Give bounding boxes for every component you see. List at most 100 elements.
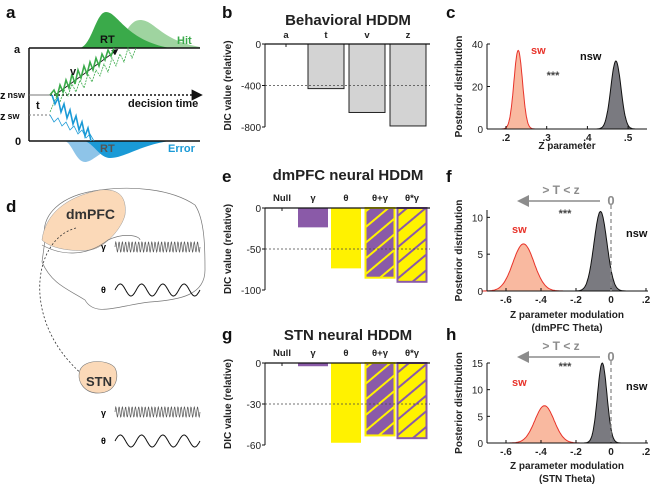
nsw-label: nsw	[626, 228, 648, 240]
ddm-diagram: a 0 z nsw z sw t v decision time RT RT Hit…	[0, 12, 203, 162]
panel-label-b: b	[222, 3, 232, 22]
density-nsw	[583, 362, 622, 444]
error-trace-light	[49, 114, 95, 142]
y-axis-label: DIC value (relative)	[223, 40, 234, 130]
stn-theta-label: θ	[101, 436, 106, 446]
hit-rt-distribution	[80, 12, 170, 48]
x-tick-label: .2	[502, 133, 511, 144]
category-label: γ	[310, 193, 316, 204]
y-tick-label: 0	[477, 287, 483, 298]
nsw-label: nsw	[626, 381, 648, 393]
brain-inner-fold	[41, 235, 141, 254]
boundary-a-label: a	[14, 44, 21, 56]
y-tick-label: 15	[472, 359, 484, 370]
bar-1	[307, 43, 345, 90]
y-tick-label: -400	[241, 82, 261, 93]
bar-2	[348, 43, 386, 113]
stn-theta-wave	[114, 434, 201, 448]
density-nsw	[595, 60, 637, 130]
y-tick-label: 0	[477, 439, 483, 450]
x-tick-label: -.4	[535, 447, 547, 458]
category-label: γ	[310, 348, 316, 359]
category-label: Null	[273, 348, 291, 359]
dmpfc-label: dmPFC	[66, 206, 115, 222]
y-tick-label: -100	[241, 286, 261, 297]
chart-f: Posterior distribution -.6 -.4 -.2 0 .2 0 5 10 Z …	[454, 183, 651, 334]
category-label: θ+γ	[372, 348, 389, 359]
y-tick-label: 0	[477, 125, 483, 136]
category-label: t	[324, 30, 328, 41]
panel-label-h: h	[446, 325, 456, 344]
significance-label: ***	[559, 208, 573, 220]
y-axis-label: DIC value (relative)	[223, 359, 234, 449]
y-tick-label: -60	[247, 441, 262, 452]
y-tick-label: -800	[241, 123, 261, 134]
chart-title: dmPFC neural HDDM	[273, 167, 424, 184]
x-tick-label: .2	[642, 447, 651, 458]
stn-label: STN	[86, 374, 112, 389]
x-axis-label: Z parameter modulation	[510, 310, 624, 321]
density-sw	[501, 49, 536, 130]
zero-annotation: 0	[607, 193, 614, 208]
error-label: Error	[168, 143, 196, 155]
stn-gamma-label: γ	[101, 408, 106, 418]
stn-region	[78, 361, 118, 394]
y-tick-label: 10	[472, 386, 484, 397]
y-tick-label: 0	[255, 40, 261, 51]
category-label: θ*γ	[405, 193, 420, 204]
sw-label: sw	[512, 377, 527, 389]
x-tick-label: 0	[608, 447, 614, 458]
dmpfc-stn-projection-arrow	[39, 227, 94, 383]
density-sw	[506, 405, 583, 444]
chart-title: STN neural HDDM	[284, 327, 412, 344]
z-nsw-label: z nsw	[0, 90, 26, 102]
bar-2	[331, 362, 361, 443]
bar-3	[364, 362, 396, 437]
error-rt-distribution	[85, 141, 170, 158]
category-label: z	[406, 30, 411, 41]
category-label: θ	[343, 193, 348, 204]
density-sw	[481, 243, 566, 292]
x-tick-label: .5	[624, 133, 633, 144]
bar-2	[331, 207, 361, 269]
chart-g: STN neural HDDM DIC value (relative) Null γ…	[223, 327, 430, 452]
y-tick-label: 5	[477, 412, 483, 423]
y-tick-label: 20	[472, 83, 484, 94]
category-label: a	[283, 30, 289, 41]
dmpfc-gamma-label: γ	[101, 242, 106, 252]
y-tick-label: 10	[472, 213, 484, 224]
x-tick-label: .4	[583, 133, 592, 144]
x-axis-label: Z parameter modulation	[510, 461, 624, 472]
y-tick-label: -50	[247, 245, 262, 256]
chart-h: Posterior distribution -.6 -.4 -.2 0 .2 0 5 10 15…	[454, 339, 651, 485]
direction-annotation: > T < z	[542, 339, 579, 353]
y-tick-label: -30	[247, 400, 262, 411]
hit-label: Hit	[177, 35, 192, 47]
x-axis-sublabel: (dmPFC Theta)	[531, 323, 602, 334]
panel-label-c: c	[446, 3, 455, 22]
sw-label: sw	[512, 224, 527, 236]
brain-diagram: dmPFC STN γ θ γ θ	[39, 187, 206, 448]
y-axis-label: DIC value (relative)	[223, 204, 234, 294]
direction-annotation: > T < z	[542, 183, 579, 197]
x-axis-sublabel: (STN Theta)	[539, 474, 595, 485]
significance-label: ***	[547, 70, 561, 82]
x-tick-label: -.4	[535, 295, 547, 306]
chart-c: Posterior distribution .2 .3 .4 .5 0 20 40 Z par…	[454, 36, 647, 152]
v-label: v	[70, 66, 77, 78]
y-tick-label: 40	[472, 40, 484, 51]
density-nsw	[574, 210, 627, 292]
bar-4	[396, 362, 428, 440]
hit-trace-light	[49, 46, 137, 113]
chart-e: dmPFC neural HDDM DIC value (relative) Nul…	[223, 167, 430, 297]
dmpfc-theta-label: θ	[101, 285, 106, 295]
dmpfc-region	[41, 189, 126, 251]
panel-label-f: f	[446, 167, 452, 186]
y-tick-label: 0	[255, 359, 261, 370]
stn-gamma-wave	[114, 405, 201, 419]
rt-top-label: RT	[100, 34, 115, 46]
boundary-0-label: 0	[15, 136, 21, 148]
category-label: θ+γ	[372, 193, 389, 204]
error-trace	[51, 94, 92, 142]
